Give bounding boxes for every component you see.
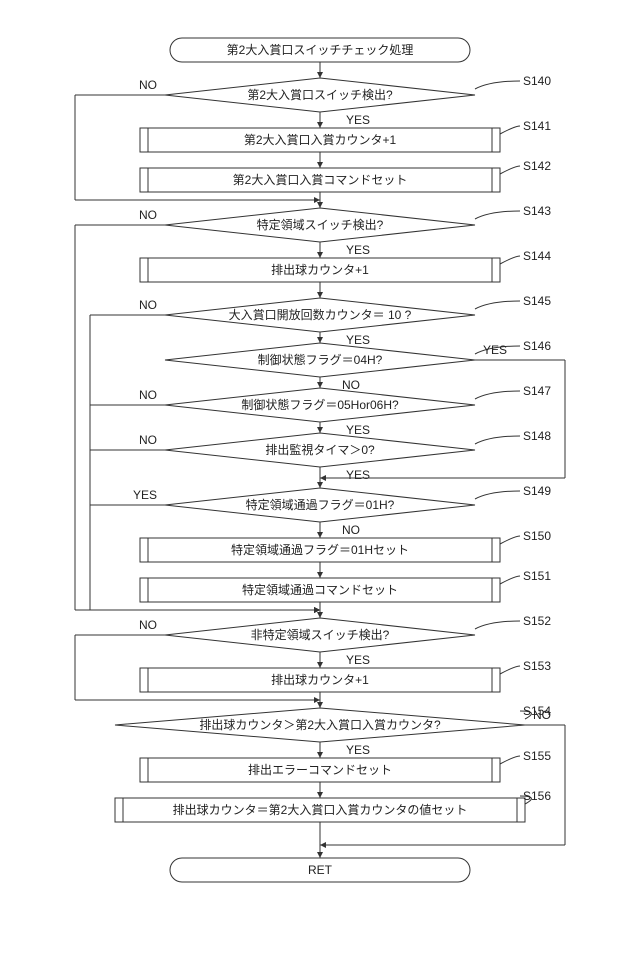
step-label-p144: S144 — [523, 249, 551, 263]
process-label-p142: 第2大入賞口入賞コマンドセット — [233, 173, 408, 187]
flowchart: 第2大入賞口スイッチチェック処理第2大入賞口スイッチ検出? YES S140 第2大入… — [0, 0, 640, 964]
decision-label-d154: 排出球カウンタ＞第2大入賞口入賞カウンタ? — [199, 718, 441, 732]
process-label-p156: 排出球カウンタ＝第2大入賞口入賞カウンタの値セット — [173, 802, 468, 817]
terminator-label-start: 第2大入賞口スイッチチェック処理 — [227, 43, 414, 57]
branch-label: NO — [139, 433, 157, 447]
yes-label: YES — [346, 243, 370, 257]
yes-label: YES — [346, 468, 370, 482]
step-label-p155: S155 — [523, 749, 551, 763]
branch-label: NO — [139, 388, 157, 402]
step-label-d149: S149 — [523, 484, 551, 498]
process-label-p155: 排出エラーコマンドセット — [248, 763, 392, 777]
decision-label-d140: 第2大入賞口スイッチ検出? — [247, 88, 393, 102]
step-label-d146: S146 — [523, 339, 551, 353]
yes-label: YES — [346, 113, 370, 127]
process-label-p150: 特定領域通過フラグ＝01Hセット — [231, 542, 409, 557]
decision-label-d143: 特定領域スイッチ検出? — [257, 217, 384, 232]
step-label-p156: S156 — [523, 789, 551, 803]
decision-label-d146: 制御状態フラグ＝04H? — [258, 352, 383, 367]
no-label: NO — [342, 523, 360, 537]
decision-label-d149: 特定領域通過フラグ＝01H? — [246, 497, 395, 512]
yes-label: YES — [346, 743, 370, 757]
step-label-d147: S147 — [523, 384, 551, 398]
yes-label: YES — [346, 333, 370, 347]
step-label-d140: S140 — [523, 74, 551, 88]
process-label-p141: 第2大入賞口入賞カウンタ+1 — [244, 133, 397, 147]
step-label-d148: S148 — [523, 429, 551, 443]
step-label-p142: S142 — [523, 159, 551, 173]
step-label-d152: S152 — [523, 614, 551, 628]
no-label: NO — [342, 378, 360, 392]
yes-label: YES — [346, 653, 370, 667]
branch-label: NO — [533, 708, 551, 722]
step-label-p150: S150 — [523, 529, 551, 543]
yes-label: YES — [346, 423, 370, 437]
process-label-p153: 排出球カウンタ+1 — [271, 673, 369, 687]
decision-label-d147: 制御状態フラグ＝05Hor06H? — [241, 397, 399, 412]
branch-label: NO — [139, 208, 157, 222]
branch-label: YES — [133, 488, 157, 502]
process-label-p144: 排出球カウンタ+1 — [271, 263, 369, 277]
decision-label-d145: 大入賞口開放回数カウンタ＝ 10 ? — [229, 307, 412, 322]
step-label-p151: S151 — [523, 569, 551, 583]
decision-label-d152: 非特定領域スイッチ検出? — [251, 627, 390, 642]
branch-label: YES — [483, 343, 507, 357]
step-label-p141: S141 — [523, 119, 551, 133]
branch-label: NO — [139, 618, 157, 632]
step-label-d145: S145 — [523, 294, 551, 308]
step-label-d143: S143 — [523, 204, 551, 218]
process-label-p151: 特定領域通過コマンドセット — [242, 582, 398, 597]
terminator-label-ret: RET — [308, 863, 333, 877]
decision-label-d148: 排出監視タイマ＞0? — [265, 442, 375, 457]
branch-label: NO — [139, 78, 157, 92]
branch-label: NO — [139, 298, 157, 312]
step-label-p153: S153 — [523, 659, 551, 673]
